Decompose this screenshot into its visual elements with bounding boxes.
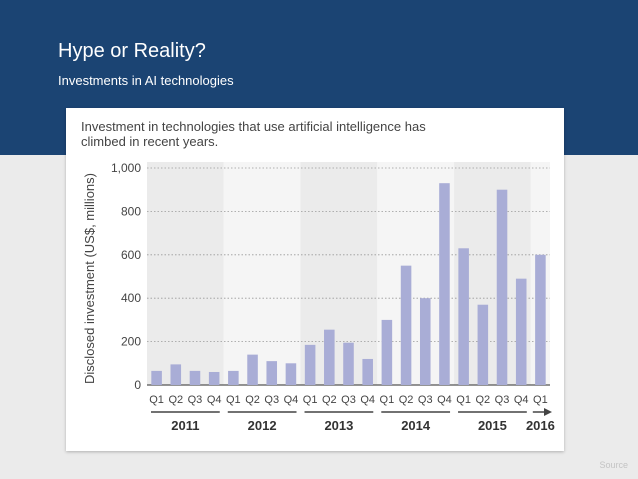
bar (228, 370, 239, 385)
quarter-label: Q2 (322, 394, 337, 406)
bar (285, 363, 297, 385)
bar (515, 278, 527, 385)
bar (266, 361, 278, 385)
quarter-label: Q2 (245, 394, 260, 406)
quarter-label: Q2 (475, 394, 490, 406)
quarter-label: Q1 (533, 394, 548, 406)
quarter-label: Q4 (514, 394, 529, 406)
chart-title: Investment in technologies that use arti… (81, 119, 426, 149)
quarter-label: Q3 (341, 394, 356, 406)
year-label: 2013 (324, 418, 353, 433)
bar (439, 183, 450, 385)
bar (381, 319, 393, 385)
year-label: 2016 (526, 418, 555, 433)
year-label: 2012 (248, 418, 277, 433)
quarter-label: Q3 (264, 394, 279, 406)
bar (400, 265, 412, 385)
quarter-label: Q3 (495, 394, 510, 406)
bar (535, 254, 546, 385)
quarter-label: Q4 (284, 394, 299, 406)
slide-subtitle: Investments in AI technologies (58, 73, 234, 88)
quarter-label: Q4 (437, 394, 452, 406)
quarter-label: Q2 (399, 394, 414, 406)
quarter-label: Q3 (418, 394, 433, 406)
quarter-label: Q1 (303, 394, 318, 406)
bar (189, 370, 201, 385)
bar (304, 344, 316, 385)
slide-title: Hype or Reality? (58, 40, 206, 62)
year-label: 2015 (478, 418, 507, 433)
bar (247, 354, 258, 385)
y-tick-label: 800 (121, 204, 141, 218)
bar (170, 364, 182, 385)
y-tick-label: 200 (121, 335, 141, 349)
bar (477, 304, 489, 385)
source-link[interactable]: Source (599, 460, 628, 470)
bar (362, 358, 373, 385)
quarter-label: Q1 (226, 394, 241, 406)
bar (324, 329, 335, 385)
y-tick-label: 0 (134, 378, 141, 392)
bar (151, 370, 162, 385)
y-tick-label: 400 (121, 291, 141, 305)
bar (208, 371, 220, 385)
bar (419, 298, 431, 385)
quarter-label: Q4 (207, 394, 222, 406)
year-band (147, 162, 224, 385)
quarter-label: Q1 (380, 394, 395, 406)
year-label: 2014 (401, 418, 431, 433)
quarter-label: Q4 (360, 394, 375, 406)
quarter-label: Q1 (456, 394, 471, 406)
chart-card: 0 200 400 600 800 1,000 Disclosed investment (… (66, 108, 564, 451)
year-band (223, 162, 301, 385)
y-tick-label: 600 (121, 248, 141, 262)
quarter-label: Q1 (149, 394, 164, 406)
y-axis-label: Disclosed investment (US$, millions) (82, 173, 97, 384)
quarter-label: Q3 (188, 394, 203, 406)
year-label: 2011 (171, 418, 199, 433)
investment-chart: 0 200 400 600 800 1,000 Disclosed investment (… (82, 161, 555, 433)
bar (496, 189, 508, 385)
bar (458, 248, 469, 385)
bar (343, 342, 354, 385)
time-arrow-head (544, 408, 552, 416)
quarter-label: Q2 (168, 394, 183, 406)
y-tick-label: 1,000 (111, 161, 141, 175)
